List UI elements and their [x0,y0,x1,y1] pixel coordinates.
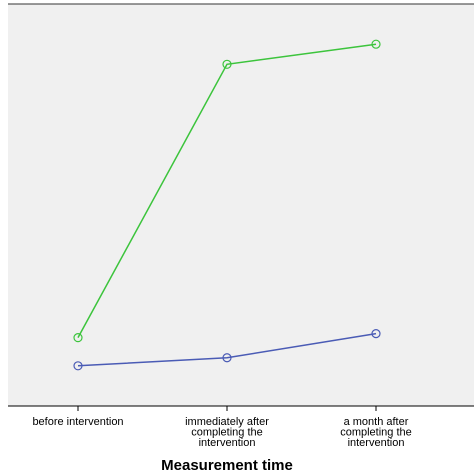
x-axis-title: Measurement time [161,457,293,474]
x-tick-label: intervention [199,437,256,449]
series-2-point [222,353,232,363]
series-1-line [77,43,377,339]
x-tick-label: intervention [348,437,405,449]
x-tick-label: completing the [191,427,263,439]
x-tick-label: before intervention [32,416,123,428]
series-2-point [73,361,83,371]
plot-area [8,4,474,406]
x-tick-label: completing the [340,427,412,439]
series-layer [73,39,381,371]
series-1-point [73,333,83,343]
x-tick-label: a month after [344,416,409,428]
x-axis-ticks [77,406,377,411]
x-tick-label: immediately after [185,416,269,428]
series-2-line [77,332,377,367]
series-2-point [371,329,381,339]
series-1-point [222,59,232,69]
series-1-point [371,39,381,49]
x-axis-tick-labels: before intervention immediately aftercomp… [32,416,411,449]
